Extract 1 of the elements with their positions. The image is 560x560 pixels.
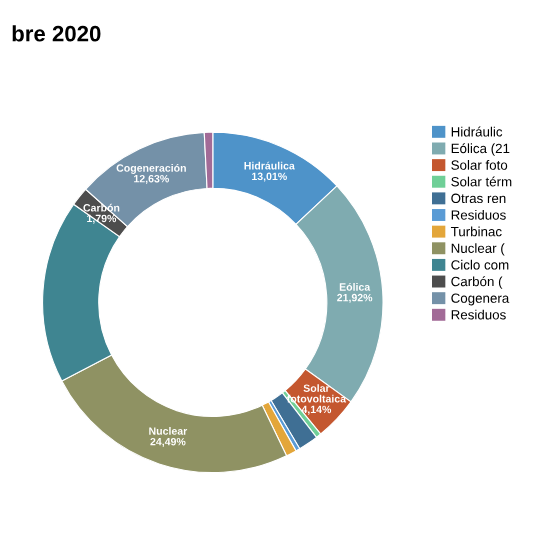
chart-title: bre 2020 bbox=[12, 25, 101, 42]
